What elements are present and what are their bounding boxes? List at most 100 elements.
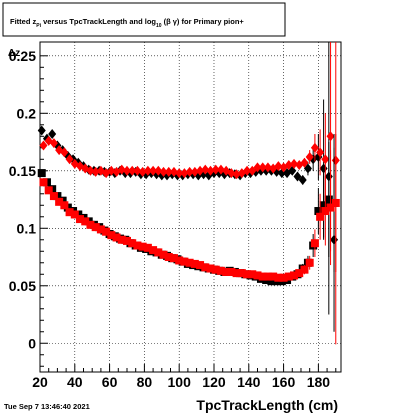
data-point-square <box>222 267 231 276</box>
data-point-square <box>169 254 178 263</box>
data-point-square <box>258 272 267 281</box>
data-point-square <box>243 270 252 279</box>
series-0 <box>37 42 339 332</box>
data-point-square <box>190 259 199 268</box>
data-marks <box>37 42 340 345</box>
data-point-square <box>185 258 194 267</box>
data-point-square <box>314 207 323 216</box>
date-stamp: Tue Sep 7 13:46:40 2021 <box>4 402 90 411</box>
data-point-diamond <box>91 166 100 177</box>
data-point-square <box>65 208 74 217</box>
data-point-square <box>122 236 131 245</box>
tick-labels: 20 40 60 80 100 120 140 160 180 0 0.05 0.1 0.15 0.2 0.… <box>9 48 331 390</box>
data-point-square <box>49 192 58 201</box>
data-point-diamond <box>290 158 299 169</box>
data-point-square <box>319 201 328 210</box>
data-point-diamond <box>196 165 205 176</box>
series-1 <box>39 42 340 345</box>
data-point-diamond <box>159 166 168 177</box>
data-point-square <box>128 239 137 248</box>
data-point-diamond <box>232 169 241 180</box>
data-point-diamond <box>128 165 137 176</box>
data-point-square <box>227 267 236 276</box>
data-point-square <box>143 243 152 252</box>
axis-ticks <box>39 55 337 372</box>
data-point-diamond <box>185 166 194 177</box>
y-tick-label: 0.15 <box>9 163 36 179</box>
data-point-square <box>206 264 215 273</box>
data-point-diamond <box>86 165 95 176</box>
data-point-square <box>324 195 333 204</box>
x-tick-label: 40 <box>67 374 83 390</box>
data-point-diamond <box>206 165 215 176</box>
data-point-square <box>290 271 299 280</box>
data-point-square <box>107 231 116 240</box>
data-point-square <box>138 242 147 251</box>
data-point-square <box>279 273 288 282</box>
x-tick-label: 100 <box>168 374 192 390</box>
data-point-diamond <box>316 147 325 158</box>
data-point-square <box>96 225 105 234</box>
data-point-square <box>91 223 100 232</box>
y-tick-label: 0.25 <box>9 48 36 64</box>
data-point-diamond <box>122 165 131 176</box>
x-tick-label: 140 <box>237 374 261 390</box>
series-3 <box>39 133 340 282</box>
y-axis-label: Δz <box>8 48 20 59</box>
data-point-square <box>86 220 95 229</box>
data-point-diamond <box>49 138 58 149</box>
y-tick-label: 0.2 <box>17 105 37 121</box>
data-point-diamond <box>180 168 189 179</box>
data-point-diamond <box>216 164 225 175</box>
data-point-square <box>269 272 278 281</box>
data-point-diamond <box>321 154 330 165</box>
data-point-square <box>154 248 163 257</box>
x-tick-label: 120 <box>202 374 226 390</box>
data-point-diamond <box>274 161 283 172</box>
data-point-square <box>331 198 340 207</box>
x-tick-label: 20 <box>32 374 48 390</box>
data-point-diamond <box>263 162 272 173</box>
data-point-diamond <box>211 164 220 175</box>
chart-title: Fitted zPi versus TpcTrackLength and log… <box>10 17 244 29</box>
data-point-diamond <box>39 140 48 151</box>
data-point-square <box>159 250 168 259</box>
data-point-square <box>305 258 314 267</box>
data-point-square <box>211 265 220 274</box>
y-tick-label: 0.1 <box>17 220 37 236</box>
data-point-diamond <box>60 147 69 158</box>
data-point-square <box>175 256 184 265</box>
data-point-diamond <box>201 164 210 175</box>
data-point-square <box>326 203 335 212</box>
data-point-square <box>316 212 325 221</box>
data-point-diamond <box>227 168 236 179</box>
data-point-square <box>60 201 69 210</box>
data-point-square <box>321 207 330 216</box>
x-tick-label: 180 <box>307 374 331 390</box>
data-point-diamond <box>107 165 116 176</box>
data-point-square <box>44 186 53 195</box>
data-point-square <box>248 270 257 279</box>
x-tick-label: 160 <box>272 374 296 390</box>
title-box <box>2 2 286 37</box>
x-tick-label: 80 <box>137 374 153 390</box>
data-point-diamond <box>138 166 147 177</box>
grid-lines <box>39 42 341 372</box>
y-tick-label: 0.05 <box>9 278 36 294</box>
data-point-diamond <box>133 165 142 176</box>
data-point-square <box>102 227 111 236</box>
data-point-diamond <box>117 164 126 175</box>
data-point-square <box>274 273 283 282</box>
plot-frame <box>39 41 342 373</box>
data-point-diamond <box>284 160 293 171</box>
data-point-diamond <box>298 174 307 185</box>
data-point-diamond <box>303 163 312 174</box>
data-point-square <box>149 246 158 255</box>
data-point-diamond <box>154 165 163 176</box>
data-point-square <box>253 271 262 280</box>
data-point-diamond <box>48 128 57 139</box>
data-point-diamond <box>305 151 314 162</box>
data-point-diamond <box>310 142 319 153</box>
data-point-diamond <box>149 165 158 176</box>
